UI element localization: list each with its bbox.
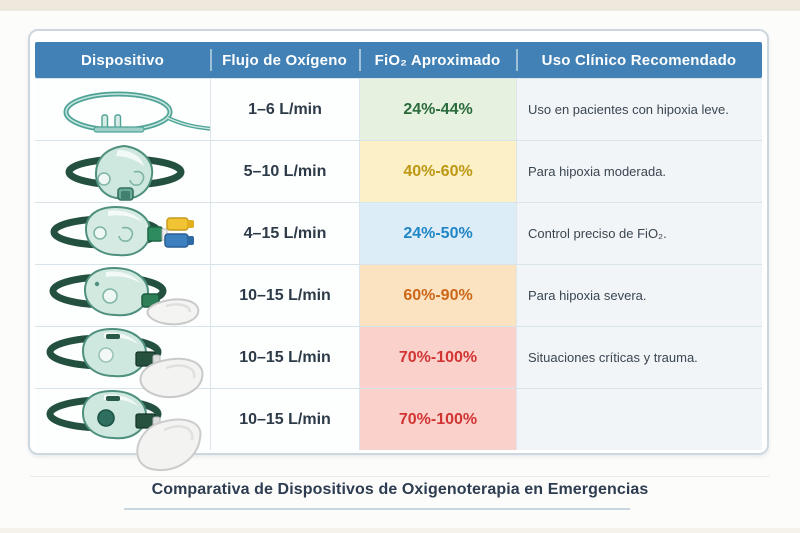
fio2-cell: 40%-60% <box>359 140 516 202</box>
bottom-page-strip <box>0 528 800 533</box>
column-header-uso: Uso Clínico Recomendado <box>516 42 762 78</box>
top-page-strip <box>0 0 800 11</box>
fio2-cell: 60%-90% <box>359 264 516 326</box>
table-header-row: Dispositivo Flujo de Oxígeno FiO₂ Aproxi… <box>35 42 762 78</box>
table-row: 1–6 L/min 24%-44% Uso en pacientes con h… <box>35 78 762 140</box>
fio2-cell: 70%-100% <box>359 388 516 450</box>
device-cell <box>35 78 212 140</box>
table-row: 10–15 L/min 70%-100% <box>35 388 762 471</box>
non-rebreather-mask-icon <box>46 327 203 398</box>
venturi-mask-icon <box>50 205 194 256</box>
table-row: 10–15 L/min 70%-100% Situaciones crítica… <box>35 326 762 398</box>
flow-cell: 5–10 L/min <box>210 140 359 202</box>
flow-cell: 10–15 L/min <box>210 264 359 326</box>
simple-face-mask-icon <box>65 144 184 201</box>
card-bottom-divider <box>30 476 770 477</box>
device-cell <box>35 140 210 202</box>
column-header-dispositivo: Dispositivo <box>80 51 165 69</box>
caption-title: Comparativa de Dispositivos de Oxigenote… <box>151 481 649 498</box>
use-cell: Uso en pacientes con hipoxia leve. <box>516 78 762 140</box>
use-cell: Para hipoxia moderada. <box>516 140 762 202</box>
use-cell: Control preciso de FiO₂. <box>516 202 762 264</box>
table-row: 5–10 L/min 40%-60% Para hipoxia moderada… <box>35 140 762 202</box>
comparison-table-card: Dispositivo Flujo de Oxígeno FiO₂ Aproxi… <box>28 29 769 471</box>
device-cell <box>35 326 210 398</box>
use-cell: Para hipoxia severa. <box>516 264 762 326</box>
device-cell <box>35 388 210 471</box>
device-cell <box>35 264 210 326</box>
flow-cell: 4–15 L/min <box>210 202 359 264</box>
non-rebreather-mask-icon <box>46 389 201 471</box>
flow-cell: 10–15 L/min <box>210 388 359 450</box>
flow-cell: 1–6 L/min <box>210 78 359 140</box>
use-cell: Situaciones críticas y trauma. <box>516 326 762 388</box>
partial-rebreather-mask-icon <box>49 266 199 325</box>
nasal-cannula-icon <box>63 91 212 133</box>
fio2-cell: 24%-50% <box>359 202 516 264</box>
column-header-fio2: FiO₂ Aproximado <box>359 42 516 78</box>
fio2-cell: 70%-100% <box>359 326 516 388</box>
table-row: 4–15 L/min 24%-50% Control preciso de Fi… <box>35 202 762 264</box>
use-cell <box>516 388 762 450</box>
caption-underline <box>124 508 630 510</box>
column-header-flujo: Flujo de Oxígeno <box>210 42 359 78</box>
fio2-cell: 24%-44% <box>359 78 516 140</box>
table-row: 10–15 L/min 60%-90% Para hipoxia severa. <box>35 264 762 326</box>
device-cell <box>35 202 210 264</box>
flow-cell: 10–15 L/min <box>210 326 359 388</box>
